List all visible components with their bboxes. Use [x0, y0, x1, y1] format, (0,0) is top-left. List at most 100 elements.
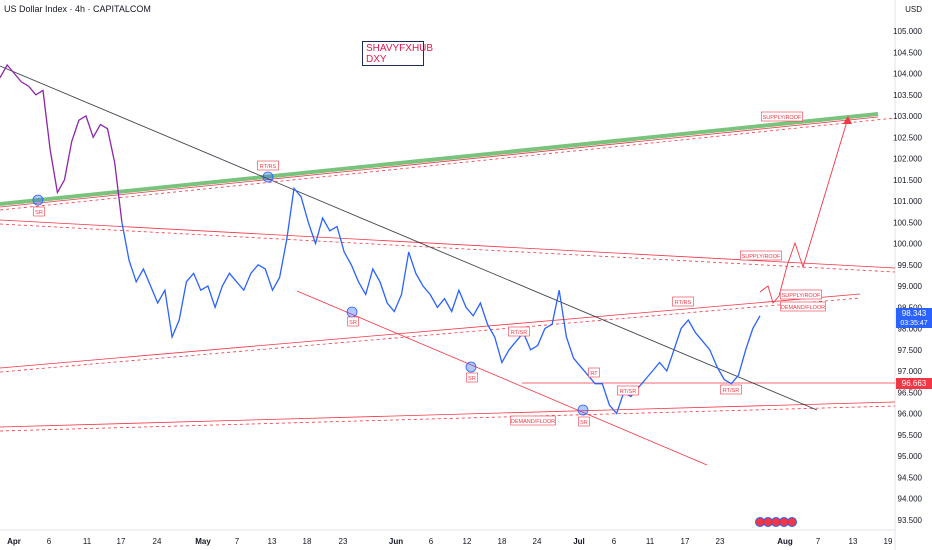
annotation-text: DEMAND/FLOOR: [511, 419, 555, 425]
time-tick-label: Jun: [389, 537, 403, 546]
time-tick-label: 23: [339, 537, 348, 546]
annotation-text: RT/SR: [511, 330, 527, 336]
annotation-text: RT/RS: [260, 164, 277, 170]
price-tick-label: 100.000: [893, 240, 922, 249]
current-price-badge: 98.343 03:35:47: [896, 308, 932, 328]
annotation-label: RT: [588, 367, 600, 378]
floor-dashed: [0, 405, 896, 432]
time-tick-label: Apr: [7, 537, 21, 546]
time-tick-label: 19: [884, 537, 893, 546]
touch-point: [577, 404, 589, 416]
annotation-label: RT/RS: [672, 296, 694, 307]
price-axis: 105.000 104.500 104.000 103.500 103.000 102.5…: [893, 27, 922, 525]
time-tick-label: 24: [533, 537, 542, 546]
green-channel-edge: [0, 116, 879, 208]
price-tick-label: 95.000: [898, 452, 923, 461]
annotation-labels: SR RT/RS SR SR RT/SR DEMAND/FLOOR SR RT RT/SR RT/…: [33, 111, 826, 427]
annotation-label: RT/SR: [720, 384, 742, 395]
time-tick-label: 6: [47, 537, 52, 546]
rising-channel-line: [0, 293, 861, 369]
price-tick-label: 103.000: [893, 112, 922, 121]
annotation-label: RT/RS: [257, 160, 279, 171]
time-tick-label: 11: [83, 537, 92, 546]
annotation-text: SUPPLY/ROOF: [763, 115, 802, 121]
time-tick-label: 6: [612, 537, 617, 546]
time-tick-label: Jul: [573, 537, 585, 546]
time-axis: Apr 6 11 17 24 May 7 13 18 23 Jun 6 12 18 24 Jul 6 11 17 23…: [7, 537, 893, 546]
projection-arrow-head: [843, 116, 852, 124]
touch-point: [262, 171, 274, 183]
price-tick-label: 93.500: [898, 516, 923, 525]
time-tick-label: 6: [429, 537, 434, 546]
annotation-label: SR: [33, 206, 45, 217]
projection-path: [759, 117, 849, 304]
time-tick-label: 7: [235, 537, 240, 546]
price-tick-label: 104.500: [893, 48, 922, 57]
time-tick-label: 18: [498, 537, 507, 546]
current-price: 98.343: [902, 309, 927, 318]
price-tick-label: 102.500: [893, 133, 922, 142]
time-tick-label: 23: [716, 537, 725, 546]
bar-countdown: 03:35:47: [900, 320, 927, 327]
annotation-text: RT: [590, 371, 598, 377]
price-tick-label: 95.500: [898, 431, 923, 440]
annotation-label: DEMAND/FLOOR: [510, 415, 556, 426]
time-tick-label: 7: [816, 537, 821, 546]
price-tick-label: 99.000: [898, 282, 923, 291]
price-tick-label: 101.500: [893, 176, 922, 185]
annotation-text: SUPPLY/ROOF: [782, 293, 821, 299]
annotation-label: SUPPLY/ROOF: [779, 289, 822, 300]
annotation-label: SR: [466, 372, 478, 383]
annotation-label: RT/SR: [508, 326, 530, 337]
watermark-box: SHAVYFXHUB DXY: [362, 41, 434, 66]
annotation-text: SR: [580, 420, 588, 426]
time-tick-label: 13: [268, 537, 277, 546]
annotation-label: SUPPLY/ROOF: [739, 250, 782, 261]
annotation-text: SR: [349, 320, 357, 326]
watermark-line-1: SHAVYFXHUB: [366, 43, 434, 54]
annotation-label: SUPPLY/ROOF: [760, 111, 803, 122]
descending-channel-line: [296, 290, 708, 466]
level-price: 96.663: [902, 379, 927, 388]
annotation-text: SUPPLY/ROOF: [742, 254, 781, 260]
time-tick-label: 18: [303, 537, 312, 546]
rising-channel-dashed: [0, 297, 861, 373]
time-tick-label: 17: [681, 537, 690, 546]
watermark-line-2: DXY: [366, 54, 387, 65]
price-tick-label: 97.500: [898, 346, 923, 355]
time-tick-label: Aug: [777, 537, 793, 546]
price-tick-label: 102.000: [893, 155, 922, 164]
price-tick-label: 97.000: [898, 367, 923, 376]
annotation-text: SR: [35, 210, 43, 216]
price-tick-label: 98.000: [898, 325, 923, 334]
touch-point: [346, 306, 358, 318]
price-tick-label: 104.000: [893, 70, 922, 79]
annotation-text: RT/SR: [723, 388, 739, 394]
touch-point: [465, 361, 477, 373]
economic-events-icons: [755, 517, 797, 527]
price-tick-label: 100.500: [893, 218, 922, 227]
annotation-text: SR: [468, 376, 476, 382]
chart-title: US Dollar Index · 4h · CAPITALCOM: [4, 4, 151, 14]
price-tick-label: 103.500: [893, 91, 922, 100]
black-downtrend-line: [0, 65, 818, 411]
annotation-label: RT/SR: [617, 385, 639, 396]
annotation-label: SR: [347, 316, 359, 327]
time-tick-label: 24: [153, 537, 162, 546]
price-tick-label: 96.500: [898, 388, 923, 397]
price-tick-label: 99.500: [898, 261, 923, 270]
annotation-label: SR: [578, 416, 590, 427]
mid-zone-dashed: [0, 223, 896, 273]
annotation-text: RT/SR: [620, 389, 636, 395]
annotation-text: RT/RS: [675, 300, 692, 306]
mid-zone-line: [0, 219, 896, 269]
touch-point: [32, 194, 44, 206]
price-tick-label: 96.000: [898, 410, 923, 419]
time-tick-label: 11: [646, 537, 655, 546]
green-channel-line: [0, 112, 879, 206]
currency-label[interactable]: USD: [905, 5, 922, 14]
level-price-badge: 96.663: [896, 378, 932, 389]
price-line: [121, 186, 761, 415]
annotation-text: DEMAND/FLOOR: [781, 305, 825, 311]
